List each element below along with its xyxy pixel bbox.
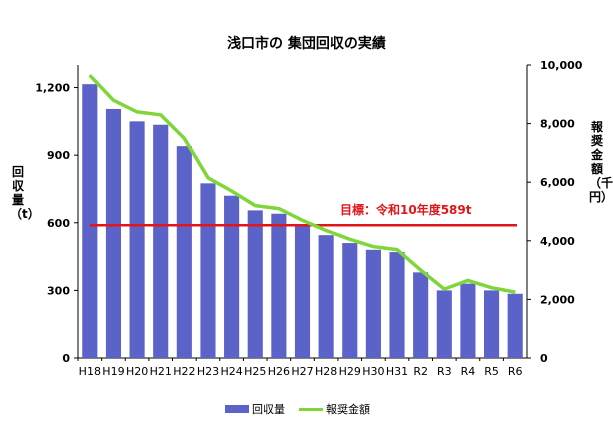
bar — [413, 272, 429, 358]
bar — [389, 252, 405, 358]
legend-line-label: 報奨金額 — [326, 403, 370, 416]
x-tick-label: H27 — [291, 365, 313, 378]
x-tick-label: H20 — [126, 365, 148, 378]
line-point — [183, 137, 185, 139]
line-point — [514, 291, 516, 293]
bar — [460, 283, 476, 358]
left-tick-label: 0 — [62, 352, 70, 365]
line-point — [302, 219, 303, 221]
line-point — [467, 279, 469, 281]
left-tick-label: 600 — [47, 217, 70, 230]
bar — [82, 84, 98, 359]
legend: 回収量 報奨金額 — [225, 401, 370, 417]
x-tick-label: R3 — [437, 365, 452, 378]
bar — [294, 225, 311, 358]
left-tick-label: 300 — [47, 284, 70, 297]
x-tick-label: H26 — [268, 365, 290, 378]
bar — [483, 290, 500, 358]
bar — [224, 195, 240, 358]
x-tick-label: R2 — [413, 365, 428, 378]
x-tick-label: H22 — [173, 365, 195, 378]
left-tick-label: 1,200 — [35, 82, 70, 95]
line-point — [325, 230, 327, 232]
x-tick-label: R5 — [484, 365, 499, 378]
bar — [176, 146, 192, 358]
x-tick-label: H21 — [150, 365, 172, 378]
line-point — [278, 208, 280, 210]
left-axis-label-text: 回収量（t） — [10, 165, 40, 221]
line-point — [112, 99, 114, 101]
chart-title: 浅口市の 集団回収の実績 — [227, 36, 386, 52]
left-axis-label: 回収量（t） — [10, 165, 40, 221]
bar — [365, 249, 381, 358]
bar — [129, 121, 145, 358]
line-point — [420, 269, 422, 271]
bar — [271, 213, 287, 358]
legend-bar-label: 回収量 — [252, 403, 285, 416]
x-tick-label: H25 — [244, 365, 266, 378]
bar — [342, 243, 358, 358]
line-point — [254, 205, 256, 207]
line-point — [160, 114, 162, 116]
line-point — [443, 288, 445, 290]
x-tick-label: H18 — [79, 365, 101, 378]
right-tick-label: 8,000 — [540, 118, 575, 131]
target-label: 目標：令和10年度589t — [340, 202, 472, 217]
bar — [318, 235, 334, 358]
line-point — [89, 74, 91, 76]
legend-bar-swatch — [225, 405, 249, 413]
x-tick-label: H30 — [362, 365, 384, 378]
line-point — [372, 246, 374, 248]
bar — [200, 183, 216, 358]
x-tick-label: H28 — [315, 365, 337, 378]
bar — [105, 108, 122, 358]
legend-item-line: 報奨金額 — [299, 401, 370, 417]
bar — [153, 124, 169, 358]
x-tick-label: H24 — [220, 365, 242, 378]
x-tick-label: H31 — [386, 365, 408, 378]
right-tick-label: 6,000 — [540, 176, 575, 189]
x-tick-label: H29 — [339, 365, 361, 378]
bar — [247, 210, 263, 358]
x-tick-label: H23 — [197, 365, 219, 378]
right-tick-label: 2,000 — [540, 293, 575, 306]
line-point — [349, 238, 351, 240]
x-tick-label: H19 — [102, 365, 124, 378]
line-point — [396, 249, 398, 251]
line-point — [231, 190, 233, 192]
line-point — [207, 177, 209, 179]
bar — [436, 290, 452, 358]
x-tick-label: R4 — [461, 365, 476, 378]
line-point — [136, 111, 138, 113]
bar — [507, 293, 523, 358]
right-tick-label: 10,000 — [540, 59, 583, 72]
x-tick-label: R6 — [508, 365, 523, 378]
legend-line-swatch — [299, 407, 323, 411]
left-tick-label: 900 — [47, 149, 70, 162]
legend-item-bar: 回収量 — [225, 401, 285, 417]
line-point — [491, 287, 493, 289]
right-tick-label: 0 — [540, 352, 548, 365]
right-tick-label: 4,000 — [540, 235, 575, 248]
